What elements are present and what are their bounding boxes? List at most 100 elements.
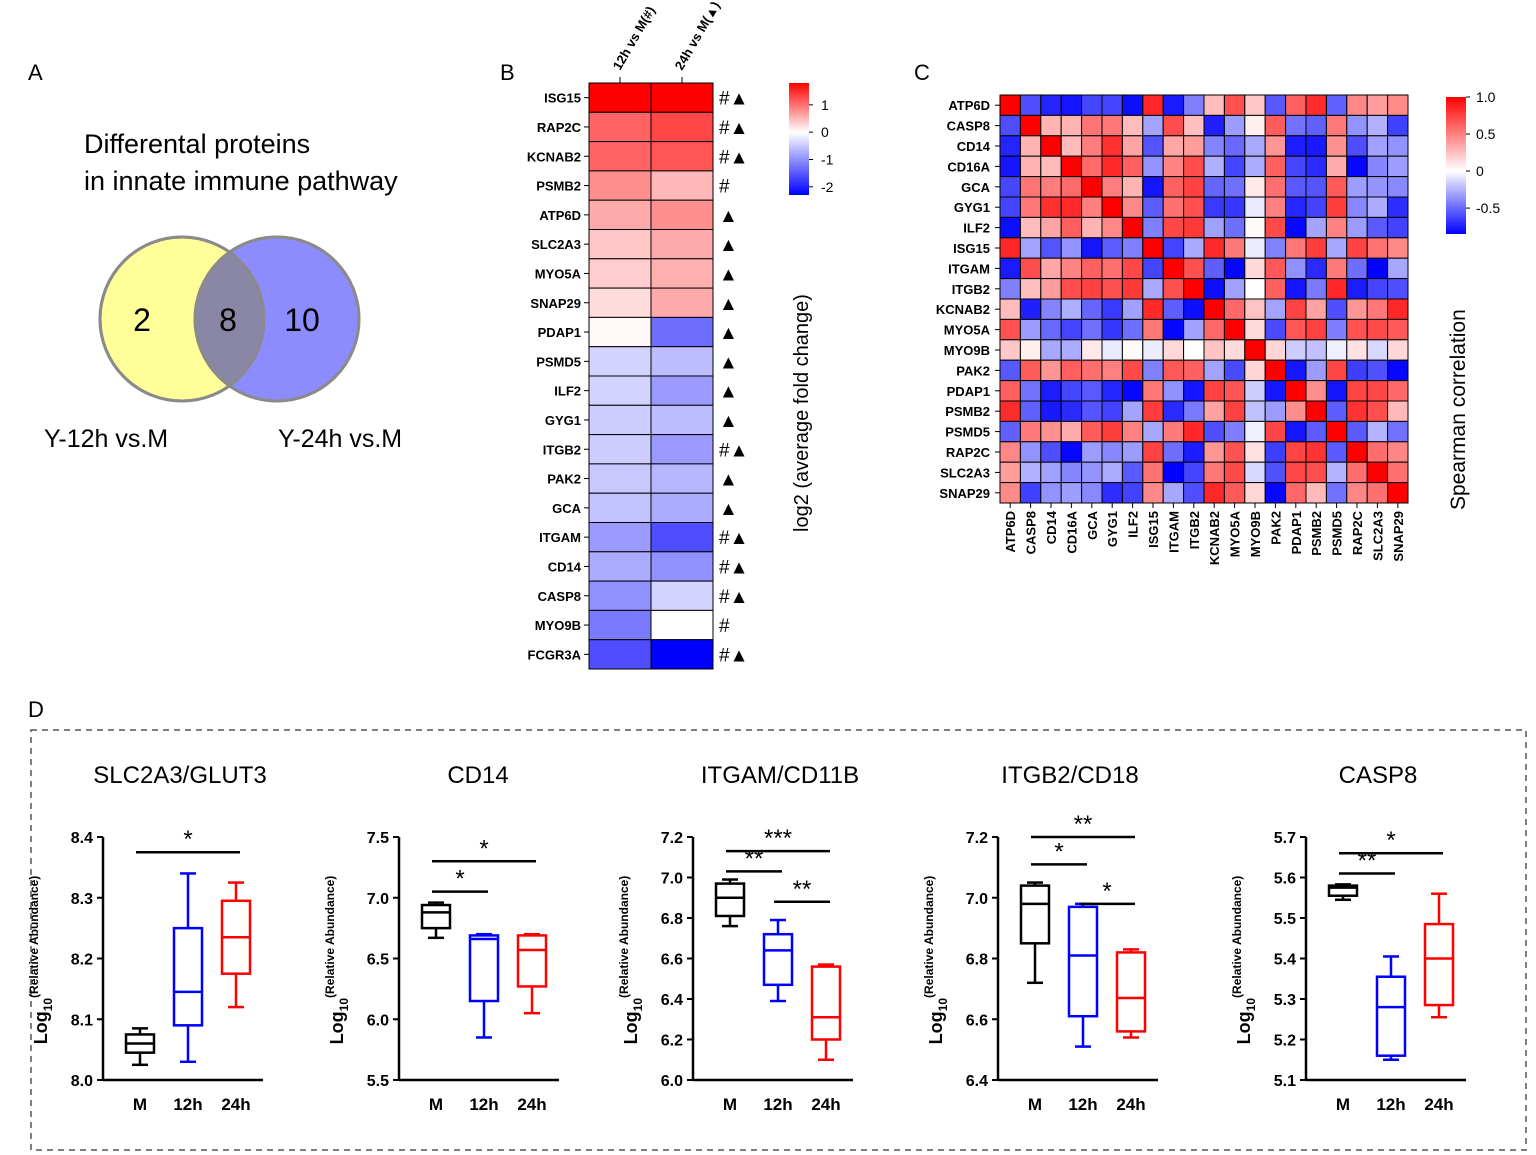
correlation-cell <box>1060 278 1083 300</box>
significance-mark: #▲ <box>719 118 748 139</box>
correlation-cell <box>999 380 1021 402</box>
correlation-cell <box>1060 216 1083 239</box>
correlation-cell <box>1081 155 1103 178</box>
correlation-cell <box>999 298 1021 320</box>
correlation-cell <box>1285 441 1307 463</box>
correlation-cell <box>1101 278 1123 300</box>
correlation-cell <box>1264 94 1287 116</box>
correlation-cell <box>999 176 1021 198</box>
correlation-cell <box>1264 482 1287 504</box>
box-24h <box>1423 892 1455 1019</box>
correlation-cell <box>1203 420 1225 443</box>
correlation-cell <box>1285 176 1307 198</box>
correlation-cell <box>1244 196 1266 218</box>
correlation-cell <box>1285 94 1307 116</box>
y-tick-label: 7.0 <box>661 871 683 888</box>
correlation-cell <box>1244 216 1266 239</box>
colorbar-tick-label: -2 <box>821 179 834 195</box>
correlation-cell <box>1081 482 1103 504</box>
column-label: MYO5A <box>1228 510 1243 557</box>
correlation-cell <box>1264 196 1287 218</box>
correlation-cell <box>1040 318 1062 341</box>
correlation-cell <box>1346 441 1368 463</box>
correlation-cell <box>1040 237 1062 259</box>
heatmap-cell <box>650 609 714 641</box>
venn-title-line2: in innate immune pathway <box>84 166 398 196</box>
significance-mark: # <box>719 616 730 637</box>
correlation-cell <box>1366 94 1389 116</box>
correlation-cell <box>1183 339 1205 361</box>
correlation-cell <box>1244 441 1266 463</box>
correlation-cell <box>1264 380 1287 402</box>
x-tick-label: 12h <box>763 1095 792 1114</box>
row-label: GCA <box>552 501 582 516</box>
correlation-cell <box>1325 318 1348 341</box>
correlation-cell <box>1121 420 1144 443</box>
correlation-cell <box>1101 94 1123 116</box>
boxplot-D1: SLC2A3/GLUT3 8.0 8.1 8.2 8.3 8.4 Log10(Relativ… <box>27 762 267 1114</box>
correlation-cell <box>1305 380 1327 402</box>
significance-mark: ▲ <box>719 382 738 403</box>
correlation-cell <box>1305 420 1327 443</box>
correlation-cell <box>1305 216 1327 239</box>
significance-mark: ▲ <box>719 499 738 520</box>
box-iqr <box>172 926 204 1027</box>
correlation-cell <box>1223 298 1246 320</box>
correlation-cell <box>1162 482 1185 504</box>
correlation-cell <box>1081 420 1103 443</box>
correlation-cell <box>1081 461 1103 484</box>
correlation-cell <box>1264 114 1287 137</box>
correlation-cell <box>1060 176 1083 198</box>
correlation-cell <box>999 216 1021 239</box>
correlation-cell <box>1162 135 1185 157</box>
correlation-cell <box>1305 441 1327 463</box>
correlation-cell <box>1223 359 1246 382</box>
correlation-cell <box>1060 339 1083 361</box>
correlation-cell <box>1346 461 1368 484</box>
heatmap-cell <box>588 434 652 465</box>
correlation-cell <box>1244 339 1266 361</box>
panel-label-c: C <box>914 60 930 85</box>
heatmap-cell <box>650 199 714 230</box>
correlation-cell <box>1101 135 1123 157</box>
correlation-cell <box>1223 400 1246 422</box>
correlation-cell <box>1081 298 1103 320</box>
heatmap-cell <box>588 111 652 143</box>
boxplot-D3: ITGAM/CD11B 6.0 6.2 6.4 6.6 6.8 7.0 7.2 Log10(Re… <box>617 762 859 1114</box>
correlation-cell <box>1264 359 1287 382</box>
box-24h <box>516 932 548 1015</box>
column-label: ISG15 <box>1146 511 1161 548</box>
column-label: CASP8 <box>1024 511 1039 554</box>
correlation-cell <box>1121 278 1144 300</box>
boxplot-D5: CASP8 5.1 5.2 5.3 5.4 5.5 5.6 5.7 Log10(Relative… <box>1230 762 1466 1114</box>
correlation-cell <box>1387 400 1409 422</box>
column-label: ATP6D <box>1003 511 1018 553</box>
y-tick-label: 7.0 <box>367 891 389 908</box>
y-tick-label: 6.8 <box>966 952 988 969</box>
y-tick-label: 8.4 <box>71 830 93 847</box>
column-label: GYG1 <box>1105 511 1120 547</box>
correlation-cell <box>1346 216 1368 239</box>
y-tick-label: 6.0 <box>367 1012 389 1029</box>
correlation-cell <box>1223 420 1246 443</box>
correlation-cell <box>1040 114 1062 137</box>
y-tick-label: 5.2 <box>1274 1033 1296 1050</box>
correlation-cell <box>1387 216 1409 239</box>
x-tick-label: 12h <box>1376 1095 1405 1114</box>
correlation-cell <box>1121 359 1144 382</box>
y-axis-label: Log10(Relative Abundance) <box>323 876 351 1045</box>
column-label: MYO9B <box>1248 511 1263 557</box>
correlation-cell <box>1162 278 1185 300</box>
correlation-cell <box>1101 359 1123 382</box>
correlation-cell <box>1040 298 1062 320</box>
box-iqr <box>714 882 746 918</box>
correlation-cell <box>1264 176 1287 198</box>
panel-label-b: B <box>500 60 515 85</box>
correlation-cell <box>999 400 1021 422</box>
correlation-cell <box>1387 155 1409 178</box>
correlation-cell <box>1203 298 1225 320</box>
x-tick-label: 24h <box>1116 1095 1145 1114</box>
correlation-cell <box>1060 114 1083 137</box>
correlation-cell <box>1387 237 1409 259</box>
y-tick-label: 7.5 <box>367 830 389 847</box>
